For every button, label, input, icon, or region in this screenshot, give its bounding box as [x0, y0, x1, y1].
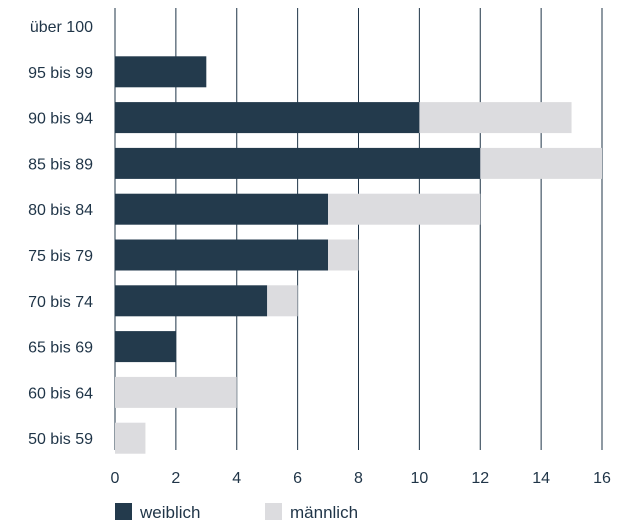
category-label-0: über 100: [30, 19, 93, 36]
x-tick-label-8: 8: [354, 470, 363, 487]
bar-maennlich-5: [328, 239, 359, 271]
x-tick-label-0: 0: [111, 470, 120, 487]
x-tick-label-14: 14: [532, 470, 550, 487]
x-tick-label-12: 12: [471, 470, 489, 487]
bar-weiblich-3: [115, 147, 481, 179]
bar-maennlich-3: [480, 147, 602, 179]
legend-swatch-maennlich: [265, 503, 282, 520]
x-tick-label-6: 6: [293, 470, 302, 487]
category-label-7: 65 bis 69: [28, 340, 93, 357]
bar-maennlich-2: [419, 102, 572, 134]
x-tick-labels: 0 2 4 6 8 10 12 14 16: [111, 470, 611, 487]
bar-maennlich-4: [328, 193, 481, 225]
legend-swatch-weiblich: [115, 503, 132, 520]
category-label-3: 85 bis 89: [28, 156, 93, 173]
category-label-2: 90 bis 94: [28, 111, 93, 128]
bars: [115, 56, 602, 454]
bar-maennlich-8: [115, 376, 237, 408]
category-label-4: 80 bis 84: [28, 202, 93, 219]
category-label-1: 95 bis 99: [28, 65, 93, 82]
bar-weiblich-5: [115, 239, 329, 271]
category-labels: über 100 95 bis 99 90 bis 94 85 bis 89 80 bi…: [28, 19, 93, 448]
bar-weiblich-1: [115, 56, 207, 88]
bar-weiblich-4: [115, 193, 329, 225]
legend-label-weiblich: weiblich: [139, 503, 200, 522]
legend: weiblich männlich: [115, 503, 358, 522]
category-label-9: 50 bis 59: [28, 431, 93, 448]
bar-weiblich-7: [115, 331, 176, 363]
x-tick-label-2: 2: [171, 470, 180, 487]
bar-maennlich-9: [115, 422, 146, 454]
category-label-8: 60 bis 64: [28, 385, 93, 402]
bar-maennlich-6: [267, 285, 298, 317]
legend-label-maennlich: männlich: [290, 503, 358, 522]
category-label-5: 75 bis 79: [28, 248, 93, 265]
bar-weiblich-6: [115, 285, 268, 317]
x-tick-label-16: 16: [593, 470, 611, 487]
bar-weiblich-2: [115, 102, 420, 134]
x-tick-label-10: 10: [410, 470, 428, 487]
x-tick-label-4: 4: [232, 470, 241, 487]
category-label-6: 70 bis 74: [28, 294, 93, 311]
